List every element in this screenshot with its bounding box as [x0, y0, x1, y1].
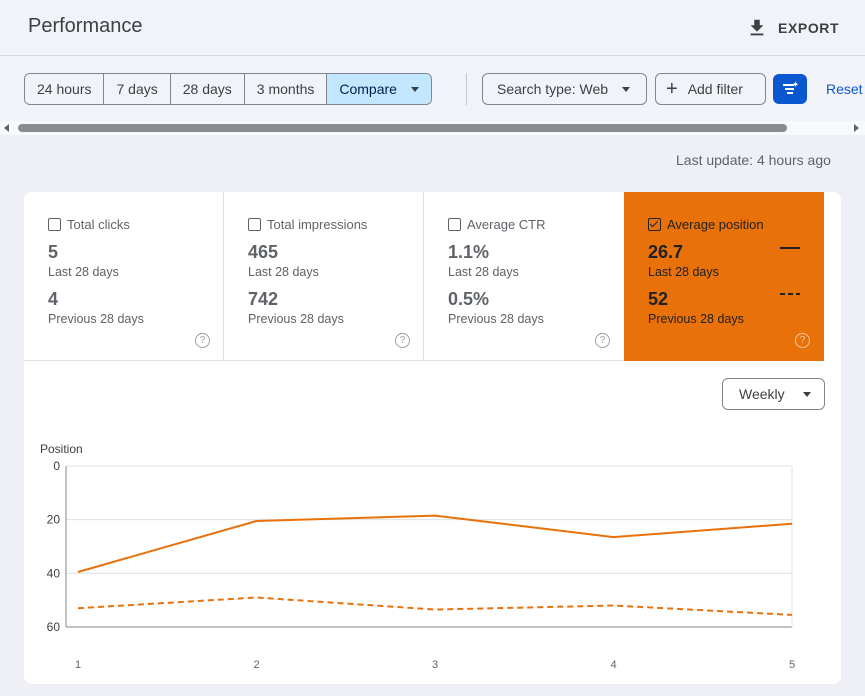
filter-settings-button[interactable] — [773, 74, 807, 104]
compare-label: Compare — [339, 81, 397, 97]
metric-previous-value: 4 — [48, 289, 59, 309]
checkmark-icon — [649, 218, 659, 227]
help-icon[interactable]: ? — [795, 333, 810, 348]
export-button[interactable]: EXPORT — [746, 17, 839, 39]
x-tick-label: 4 — [610, 659, 616, 671]
x-tick-label: 1 — [75, 659, 81, 671]
metric-label: Average position — [667, 216, 764, 232]
metric-average-ctr[interactable]: Average CTR 1.1% Last 28 days 0.5% Previ… — [424, 192, 624, 361]
help-icon[interactable]: ? — [595, 333, 610, 348]
metric-value: 465 — [248, 242, 279, 262]
last-update-text: Last update: 4 hours ago — [676, 152, 831, 168]
granularity-dropdown[interactable]: Weekly — [722, 378, 825, 410]
metric-period: Last 28 days — [648, 265, 719, 279]
range-7-days[interactable]: 7 days — [104, 74, 171, 104]
y-tick-label: 20 — [47, 513, 61, 527]
metric-period: Last 28 days — [248, 265, 319, 279]
metric-previous-period: Previous 28 days — [248, 312, 344, 326]
metric-label: Total clicks — [67, 216, 130, 232]
date-range-selector: 24 hours 7 days 28 days 3 months Compare — [24, 73, 432, 105]
position-line-chart: Position 0 20 40 60 1 2 3 4 5 — [40, 442, 795, 671]
y-tick-label: 0 — [53, 459, 60, 473]
metric-label: Total impressions — [267, 216, 368, 232]
metric-previous-value: 0.5% — [448, 289, 490, 309]
compare-dropdown[interactable]: Compare — [327, 74, 431, 104]
caret-down-icon — [410, 86, 419, 92]
scroll-left-icon[interactable] — [4, 124, 9, 132]
help-icon[interactable]: ? — [395, 333, 410, 348]
metric-period: Last 28 days — [48, 265, 119, 279]
help-icon[interactable]: ? — [195, 333, 210, 348]
filter-toolbar: 24 hours 7 days 28 days 3 months Compare… — [0, 57, 865, 121]
performance-card: Total clicks 5 Last 28 days 4 Previous 2… — [24, 192, 841, 684]
search-type-label: Search type: Web — [497, 81, 609, 97]
add-filter-button[interactable]: + Add filter — [655, 73, 766, 105]
metric-previous-period: Previous 28 days — [48, 312, 144, 326]
caret-down-icon — [802, 391, 811, 397]
granularity-label: Weekly — [739, 386, 785, 402]
legend-dashed-line — [780, 293, 800, 295]
metric-checkbox[interactable] — [248, 217, 261, 231]
horizontal-scrollbar[interactable] — [0, 121, 865, 135]
plus-icon: + — [666, 78, 678, 100]
header: Performance EXPORT — [0, 0, 865, 56]
search-type-dropdown[interactable]: Search type: Web — [482, 73, 647, 105]
current-period-line — [77, 514, 793, 573]
metric-checkbox[interactable] — [448, 217, 461, 231]
reset-link[interactable]: Reset — [826, 81, 863, 97]
metric-checkbox-checked[interactable] — [648, 217, 661, 231]
range-28-days[interactable]: 28 days — [170, 74, 245, 104]
metric-previous-period: Previous 28 days — [448, 312, 544, 326]
previous-period-line — [77, 596, 793, 616]
metric-value: 1.1% — [448, 242, 490, 262]
metric-period: Last 28 days — [448, 265, 519, 279]
range-3-months[interactable]: 3 months — [244, 74, 328, 104]
metric-label: Average CTR — [467, 216, 546, 232]
scroll-right-icon[interactable] — [854, 124, 859, 132]
metric-previous-value: 52 — [648, 289, 669, 309]
add-filter-label: Add filter — [687, 81, 743, 97]
metric-total-impressions[interactable]: Total impressions 465 Last 28 days 742 P… — [224, 192, 424, 361]
legend-solid-line — [780, 247, 800, 249]
filter-list-icon — [783, 81, 799, 94]
page-title: Performance — [28, 15, 143, 37]
y-axis-label: Position — [40, 442, 83, 456]
metric-value: 5 — [48, 242, 59, 262]
metric-previous-value: 742 — [248, 289, 279, 309]
y-tick-label: 60 — [47, 620, 61, 634]
metric-previous-period: Previous 28 days — [648, 312, 744, 326]
range-24-hours[interactable]: 24 hours — [25, 74, 105, 104]
metric-value: 26.7 — [648, 242, 684, 262]
download-icon — [750, 19, 764, 36]
metric-checkbox[interactable] — [48, 217, 61, 231]
metric-total-clicks[interactable]: Total clicks 5 Last 28 days 4 Previous 2… — [24, 192, 224, 361]
scrollbar-thumb[interactable] — [18, 124, 787, 132]
x-tick-label: 3 — [432, 659, 438, 671]
x-tick-label: 5 — [789, 659, 795, 671]
y-tick-label: 40 — [47, 566, 61, 580]
metric-average-position[interactable]: Average position 26.7 Last 28 days 52 Pr… — [624, 192, 824, 361]
export-label: EXPORT — [778, 20, 840, 36]
toolbar-divider — [466, 73, 467, 105]
x-tick-label: 2 — [253, 659, 259, 671]
caret-down-icon — [622, 86, 631, 92]
